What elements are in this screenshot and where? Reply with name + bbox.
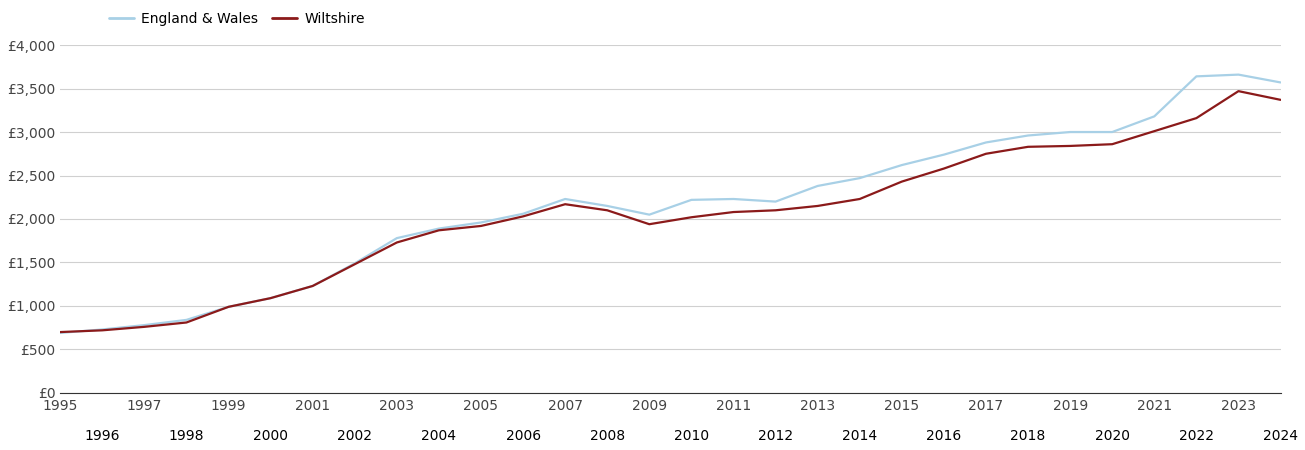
Wiltshire bbox=[431, 228, 446, 233]
Line: England & Wales: England & Wales bbox=[60, 75, 1280, 333]
Wiltshire bbox=[979, 151, 994, 157]
Line: Wiltshire: Wiltshire bbox=[60, 91, 1280, 332]
England & Wales bbox=[1104, 129, 1120, 135]
Wiltshire bbox=[474, 223, 489, 229]
Wiltshire bbox=[1021, 144, 1036, 149]
Legend: England & Wales, Wiltshire: England & Wales, Wiltshire bbox=[103, 7, 371, 32]
Wiltshire bbox=[684, 215, 699, 220]
England & Wales bbox=[1147, 114, 1163, 119]
Wiltshire bbox=[894, 179, 910, 184]
Wiltshire bbox=[1147, 128, 1163, 134]
England & Wales bbox=[1021, 133, 1036, 138]
England & Wales bbox=[389, 235, 405, 241]
England & Wales bbox=[936, 152, 951, 158]
Wiltshire bbox=[262, 296, 278, 301]
Wiltshire bbox=[347, 261, 363, 267]
England & Wales bbox=[894, 162, 910, 168]
England & Wales bbox=[684, 197, 699, 202]
Wiltshire bbox=[767, 207, 783, 213]
Wiltshire bbox=[642, 221, 658, 227]
England & Wales bbox=[767, 199, 783, 204]
England & Wales bbox=[1272, 80, 1288, 85]
Wiltshire bbox=[94, 328, 110, 333]
England & Wales bbox=[52, 330, 68, 336]
Wiltshire bbox=[599, 207, 615, 213]
Wiltshire bbox=[389, 240, 405, 245]
England & Wales bbox=[474, 220, 489, 225]
England & Wales bbox=[726, 196, 741, 202]
Wiltshire bbox=[515, 214, 531, 219]
England & Wales bbox=[1231, 72, 1246, 77]
Wiltshire bbox=[852, 196, 868, 202]
Wiltshire bbox=[1272, 97, 1288, 103]
England & Wales bbox=[979, 140, 994, 145]
Wiltshire bbox=[936, 166, 951, 171]
Wiltshire bbox=[1231, 89, 1246, 94]
England & Wales bbox=[642, 212, 658, 217]
England & Wales bbox=[852, 176, 868, 181]
England & Wales bbox=[221, 304, 236, 310]
England & Wales bbox=[431, 226, 446, 231]
England & Wales bbox=[599, 203, 615, 209]
Wiltshire bbox=[1189, 115, 1205, 121]
England & Wales bbox=[810, 183, 826, 189]
Wiltshire bbox=[221, 304, 236, 310]
Wiltshire bbox=[557, 202, 573, 207]
England & Wales bbox=[347, 261, 363, 266]
Wiltshire bbox=[726, 209, 741, 215]
England & Wales bbox=[515, 211, 531, 216]
England & Wales bbox=[557, 196, 573, 202]
England & Wales bbox=[94, 327, 110, 332]
Wiltshire bbox=[1104, 141, 1120, 147]
England & Wales bbox=[1189, 74, 1205, 79]
England & Wales bbox=[262, 296, 278, 301]
England & Wales bbox=[179, 317, 194, 323]
Wiltshire bbox=[137, 324, 153, 329]
Wiltshire bbox=[52, 329, 68, 335]
Wiltshire bbox=[179, 320, 194, 325]
Wiltshire bbox=[1062, 143, 1078, 148]
Wiltshire bbox=[810, 203, 826, 209]
England & Wales bbox=[137, 322, 153, 328]
Wiltshire bbox=[305, 283, 321, 288]
England & Wales bbox=[305, 283, 321, 288]
England & Wales bbox=[1062, 129, 1078, 135]
